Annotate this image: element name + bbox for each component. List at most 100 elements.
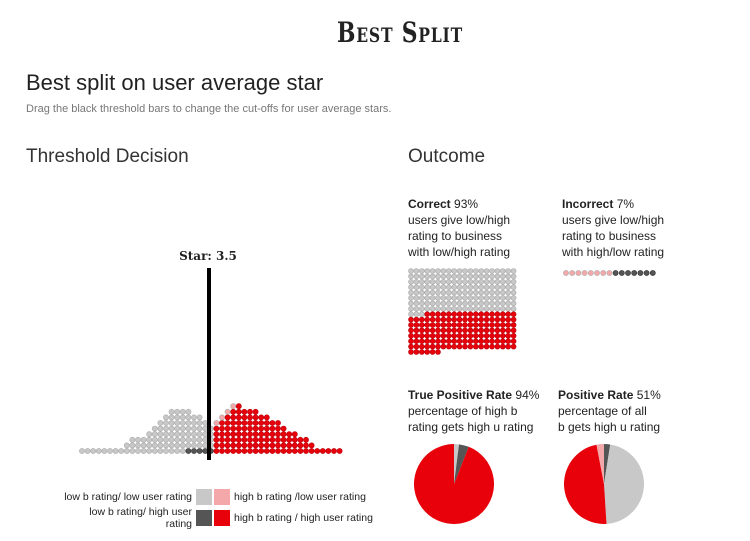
correct-dot — [494, 268, 501, 274]
correct-dot — [462, 338, 468, 344]
correct-dot — [419, 273, 425, 280]
correct-dot — [419, 295, 425, 301]
correct-dot — [456, 338, 463, 344]
correct-dot — [451, 316, 458, 323]
correct-dot — [445, 343, 452, 350]
correct-dot — [505, 333, 511, 339]
distribution-dot — [191, 448, 197, 454]
correct-dot — [500, 333, 506, 339]
distribution-dot — [174, 436, 181, 443]
correct-dot — [413, 338, 420, 344]
distribution-dot — [213, 420, 220, 426]
correct-dot — [505, 284, 511, 291]
correct-dot — [424, 322, 431, 328]
distribution-dot — [247, 431, 253, 438]
distribution-dot — [258, 436, 265, 443]
distribution-dot — [163, 425, 169, 432]
distribution-dot — [258, 448, 265, 454]
correct-dot — [483, 279, 490, 285]
correct-dot — [473, 327, 479, 334]
incorrect-dot — [631, 270, 638, 276]
correct-dot — [473, 273, 479, 280]
correct-dot — [429, 349, 436, 355]
correct-dot — [483, 284, 490, 291]
distribution-dot — [196, 442, 203, 449]
distribution-dot — [336, 448, 343, 454]
correct-dot — [413, 316, 420, 323]
correct-dot — [440, 338, 447, 344]
correct-dot — [408, 311, 414, 318]
correct-dot — [445, 305, 452, 312]
correct-dot — [451, 268, 458, 274]
correct-dot — [462, 322, 468, 328]
legend: low b rating/ low user rating high b rat… — [62, 489, 373, 530]
correct-dot — [408, 333, 414, 339]
correct-dot — [510, 343, 517, 350]
incorrect-dot — [563, 270, 569, 276]
distribution-dot — [174, 431, 181, 438]
correct-dot — [467, 316, 474, 323]
correct-dot — [483, 289, 490, 296]
distribution-dot-plot — [79, 403, 343, 454]
correct-dot — [462, 333, 468, 339]
distribution-dot — [224, 448, 231, 454]
correct-dot — [408, 295, 414, 301]
correct-dot — [413, 322, 420, 328]
correct-dot — [510, 289, 517, 296]
correct-dot — [500, 289, 506, 296]
distribution-dot — [185, 448, 192, 454]
distribution-dot — [146, 448, 153, 454]
correct-dot — [510, 327, 517, 334]
correct-dot — [408, 268, 414, 274]
correct-dot — [451, 300, 458, 307]
distribution-dot — [196, 448, 203, 454]
correct-desc-1: users give low/high — [408, 213, 511, 227]
correct-dot — [413, 284, 420, 291]
distribution-dot — [275, 448, 281, 454]
correct-dot — [494, 289, 501, 296]
correct-dot — [445, 300, 452, 307]
correct-dot — [419, 316, 425, 323]
threshold-drag-bar[interactable] — [207, 268, 211, 460]
distribution-dot — [308, 448, 315, 454]
correct-percent: 93% — [454, 197, 479, 211]
correct-dot — [429, 327, 436, 334]
distribution-dot — [247, 425, 253, 432]
correct-dot-grid — [408, 268, 517, 355]
distribution-dot — [224, 414, 231, 421]
correct-dot — [440, 300, 447, 307]
correct-dot — [462, 327, 468, 334]
distribution-dot — [174, 442, 181, 449]
incorrect-metric: Incorrect 7% users give low/high rating … — [562, 196, 664, 260]
pr-pie-slice — [564, 444, 607, 524]
distribution-dot — [174, 425, 181, 432]
distribution-dot — [174, 408, 181, 415]
correct-dot — [478, 311, 484, 318]
incorrect-desc-2: rating to business — [562, 229, 657, 243]
distribution-dot — [230, 431, 237, 438]
correct-dot — [408, 289, 414, 296]
correct-dot — [445, 279, 452, 285]
correct-dot — [413, 279, 420, 285]
correct-dot — [429, 311, 436, 318]
distribution-dot — [230, 408, 237, 415]
correct-dot — [445, 322, 452, 328]
distribution-dot — [291, 442, 298, 449]
correct-dot — [494, 338, 501, 344]
correct-dot — [440, 279, 447, 285]
incorrect-dot — [649, 270, 656, 276]
distribution-dot — [286, 431, 293, 438]
distribution-dot — [163, 431, 169, 438]
distribution-dot — [179, 420, 186, 426]
correct-dot — [473, 295, 479, 301]
correct-dot — [505, 322, 511, 328]
correct-dot — [445, 273, 452, 280]
distribution-dot — [331, 448, 337, 454]
distribution-dot — [303, 442, 309, 449]
distribution-dot — [297, 442, 304, 449]
correct-dot — [505, 327, 511, 334]
correct-dot — [445, 289, 452, 296]
correct-dot — [489, 327, 495, 334]
correct-dot — [500, 268, 506, 274]
correct-dot — [424, 295, 431, 301]
